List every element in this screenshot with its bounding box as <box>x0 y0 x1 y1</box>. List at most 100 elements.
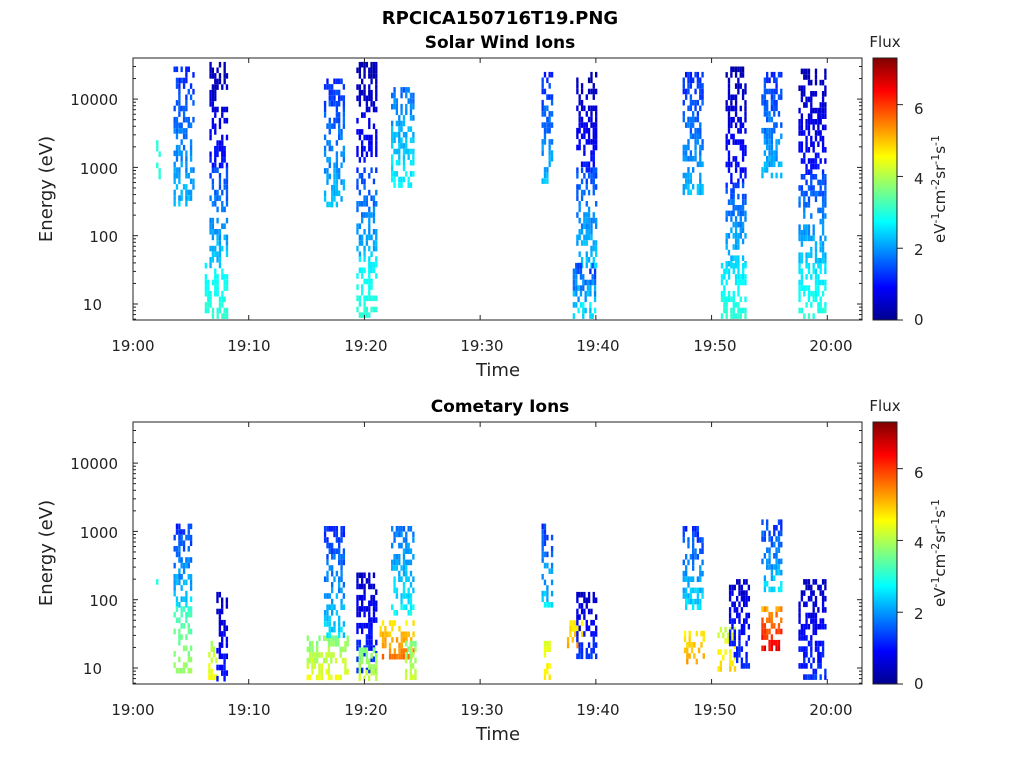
spectrogram-cell <box>225 167 229 173</box>
spectrogram-cell <box>218 245 222 252</box>
spectrogram-cell <box>689 587 693 594</box>
spectrogram-cell <box>699 150 702 156</box>
spectrogram-cell <box>585 212 588 218</box>
spectrogram-cell <box>810 640 813 647</box>
spectrogram-cell <box>400 526 403 532</box>
spectrogram-cell <box>595 105 598 112</box>
spectrogram-cell <box>326 156 329 163</box>
spectrogram-cell <box>331 587 334 594</box>
spectrogram-cell <box>595 653 598 660</box>
spectrogram-cell <box>768 127 771 134</box>
spectrogram-cell <box>395 159 399 166</box>
colorbar-tick-label: 2 <box>914 605 924 623</box>
spectrogram-cell <box>770 617 774 624</box>
spectrogram-cell <box>803 651 806 658</box>
spectrogram-cell <box>331 95 334 101</box>
spectrogram-cell <box>812 290 815 297</box>
spectrogram-cell <box>327 663 331 669</box>
spectrogram-cell <box>733 643 737 650</box>
spectrogram-cell <box>761 172 764 179</box>
spectrogram-cell <box>335 151 339 157</box>
spectrogram-cell <box>546 562 549 569</box>
spectrogram-cell <box>333 117 336 124</box>
spectrogram-cell <box>585 251 588 257</box>
spectrogram-cell <box>780 617 783 624</box>
spectrogram-cell <box>807 674 811 680</box>
spectrogram-cell <box>216 229 219 235</box>
spectrogram-cell <box>326 140 329 146</box>
x-tick-label: 20:00 <box>809 337 852 355</box>
spectrogram-cell <box>694 598 697 605</box>
spectrogram-cell <box>768 639 771 646</box>
spectrogram-cell <box>327 646 331 653</box>
spectrogram-cell <box>590 653 593 660</box>
spectrogram-cell <box>358 653 361 659</box>
spectrogram-cell <box>595 122 598 128</box>
spectrogram-cell <box>739 205 742 211</box>
x-tick-label: 19:20 <box>344 701 387 719</box>
spectrogram-cell <box>209 95 212 102</box>
spectrogram-cell <box>333 526 336 532</box>
panel-cometary: Cometary Ions 19:00 19:10 19:20 19:30 19… <box>36 397 949 745</box>
spectrogram-cell <box>578 116 581 123</box>
spectrogram-cell <box>682 570 685 577</box>
spectrogram-cell <box>361 578 364 584</box>
spectrogram-cell <box>575 262 578 269</box>
y-tick-label: 100 <box>89 592 118 610</box>
spectrogram-cell <box>395 593 399 599</box>
spectrogram-cell <box>337 635 340 641</box>
spectrogram-cell <box>807 268 811 275</box>
spectrogram-cell <box>363 675 366 681</box>
spectrogram-cell <box>409 610 413 616</box>
spectrogram-cell <box>747 612 751 619</box>
spectrogram-cell <box>223 653 226 660</box>
spectrogram-cell <box>595 111 598 117</box>
spectrogram-cell <box>819 590 822 596</box>
spectrogram-cell <box>333 162 336 169</box>
spectrogram-cell <box>356 578 359 584</box>
spectrogram-cell <box>780 558 783 565</box>
spectrogram-cell <box>770 99 774 106</box>
spectrogram-cell <box>741 210 745 217</box>
spectrogram-cell <box>777 623 781 629</box>
spectrogram-cell <box>821 207 825 214</box>
spectrogram-cell <box>358 201 362 207</box>
spectrogram-cell <box>580 178 584 185</box>
spectrogram-cell <box>590 155 593 162</box>
spectrogram-cell <box>587 161 591 168</box>
spectrogram-cell <box>218 195 222 201</box>
spectrogram-cell <box>218 302 222 308</box>
spectrogram-cell <box>725 133 728 140</box>
spectrogram-cell <box>221 619 224 626</box>
spectrogram-cell <box>585 201 588 207</box>
spectrogram-cell <box>590 178 593 185</box>
spectrogram-cell <box>580 83 584 89</box>
spectrogram-cell <box>687 172 690 179</box>
spectrogram-cell <box>323 106 327 113</box>
spectrogram-cell <box>580 647 584 654</box>
spectrogram-cell <box>182 562 186 569</box>
spectrogram-cell <box>824 190 827 197</box>
x-tick-label: 19:50 <box>693 701 736 719</box>
spectrogram-cell <box>807 74 811 80</box>
spectrogram-cell <box>819 158 822 164</box>
spectrogram-cell <box>682 559 685 566</box>
spectrogram-cell <box>696 77 700 84</box>
spectrogram-cell <box>398 642 401 649</box>
spectrogram-cell <box>182 77 186 84</box>
spectrogram-cell <box>812 158 815 164</box>
spectrogram-cell <box>763 127 767 134</box>
spectrogram-cell <box>328 95 331 101</box>
spectrogram-cell <box>158 173 161 180</box>
spectrogram-cell <box>810 185 813 191</box>
spectrogram-cell <box>814 646 818 652</box>
spectrogram-cell <box>218 78 222 85</box>
spectrogram-cell <box>393 148 396 155</box>
spectrogram-cell <box>768 617 771 624</box>
spectrogram-cell <box>734 255 738 261</box>
spectrogram-cell <box>744 172 747 179</box>
spectrogram-cell <box>719 626 723 633</box>
spectrogram-cell <box>773 575 776 581</box>
spectrogram-cell <box>223 659 226 665</box>
spectrogram-cell <box>689 77 693 84</box>
